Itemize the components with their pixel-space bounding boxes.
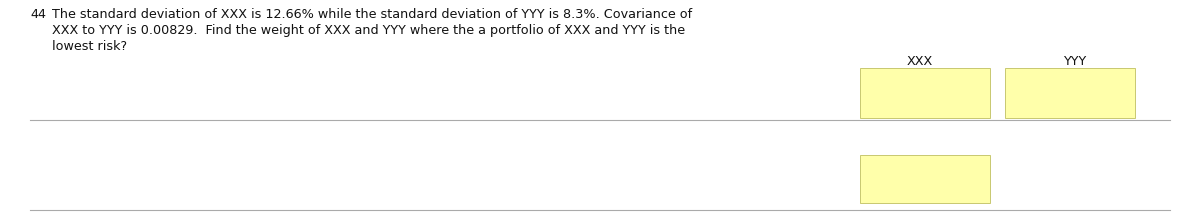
FancyBboxPatch shape [860,155,990,203]
Text: XXX to YYY is 0.00829.  Find the weight of XXX and YYY where the a portfolio of : XXX to YYY is 0.00829. Find the weight o… [52,24,685,37]
Text: 44: 44 [30,8,46,21]
Text: lowest risk?: lowest risk? [52,40,127,53]
FancyBboxPatch shape [860,68,990,118]
Text: XXX: XXX [907,55,934,68]
Text: The standard deviation of XXX is 12.66% while the standard deviation of YYY is 8: The standard deviation of XXX is 12.66% … [52,8,692,21]
Text: YYY: YYY [1063,55,1087,68]
FancyBboxPatch shape [1006,68,1135,118]
